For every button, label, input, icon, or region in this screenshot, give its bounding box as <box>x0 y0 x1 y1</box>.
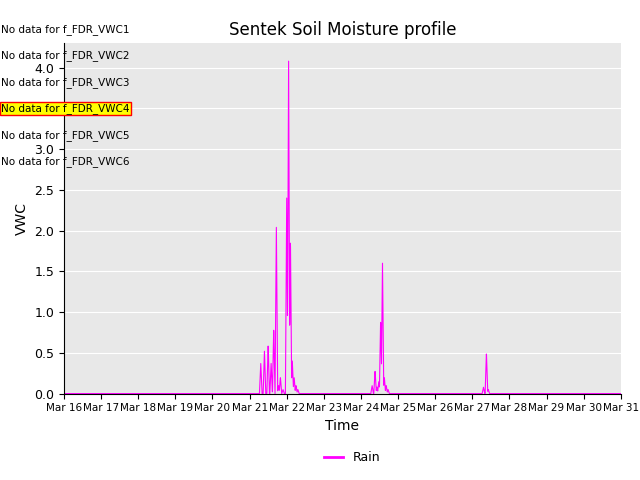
Text: No data for f_FDR_VWC3: No data for f_FDR_VWC3 <box>1 77 130 88</box>
Legend: Rain: Rain <box>319 446 385 469</box>
Text: No data for f_FDR_VWC4: No data for f_FDR_VWC4 <box>1 103 130 114</box>
X-axis label: Time: Time <box>325 419 360 433</box>
Text: No data for f_FDR_VWC5: No data for f_FDR_VWC5 <box>1 130 130 141</box>
Text: No data for f_FDR_VWC6: No data for f_FDR_VWC6 <box>1 156 130 167</box>
Y-axis label: VWC: VWC <box>15 202 29 235</box>
Title: Sentek Soil Moisture profile: Sentek Soil Moisture profile <box>228 21 456 39</box>
Text: No data for f_FDR_VWC1: No data for f_FDR_VWC1 <box>1 24 130 35</box>
Text: No data for f_FDR_VWC2: No data for f_FDR_VWC2 <box>1 50 130 61</box>
